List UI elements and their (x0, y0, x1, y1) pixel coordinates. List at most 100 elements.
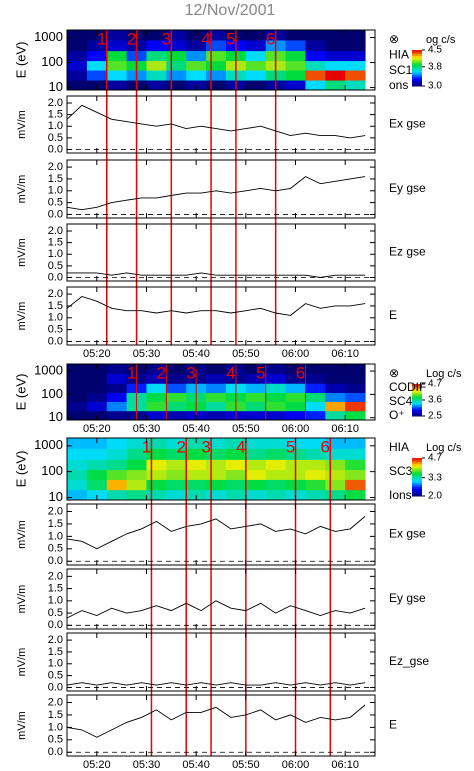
heatmap-cell (106, 469, 128, 480)
y-tick-label: 1.0 (48, 658, 63, 670)
y-tick-label: 10 (49, 489, 63, 504)
heatmap-cell (245, 459, 267, 471)
colorbar-step (412, 82, 422, 85)
heatmap-cell (325, 50, 346, 62)
y-tick-label: 1.5 (48, 582, 63, 594)
event-label: 2 (176, 437, 185, 456)
colorbar-step (412, 477, 422, 480)
heatmap-cell (106, 364, 128, 374)
heatmap-cell (265, 392, 287, 402)
x-tick-label: 05:30 (133, 759, 161, 771)
heatmap-cell (345, 410, 366, 421)
y-tick-label: 10 (49, 409, 63, 424)
y-axis-label: mV/m (16, 302, 28, 331)
heatmap-cell (265, 479, 287, 491)
colorbar-tick-label: 3.6 (428, 395, 442, 406)
colorbar-step (412, 401, 422, 404)
heatmap-cell (126, 469, 147, 480)
heatmap-cell (206, 448, 227, 460)
colorbar-step (412, 393, 422, 396)
heatmap-cell (67, 50, 88, 62)
colorbar-step (412, 465, 422, 468)
heatmap-cell (265, 469, 287, 480)
y-tick-label: 1000 (34, 437, 63, 452)
colorbar-tick-label: 3.3 (428, 472, 442, 483)
heatmap-cell (305, 448, 326, 460)
heatmap-cell (305, 39, 326, 52)
colorbar-step (412, 480, 422, 484)
heatmap-cell (305, 438, 326, 449)
colorbar-step (412, 494, 422, 497)
heatmap-cell (245, 410, 267, 421)
colorbar-step (412, 68, 422, 71)
heatmap-cell (325, 489, 346, 501)
heatmap-cell (325, 60, 346, 71)
y-tick-label: 2.0 (48, 634, 63, 646)
heatmap-cell (186, 39, 207, 52)
heatmap-cell (325, 401, 346, 412)
x-tick-label: 05:30 (133, 348, 161, 360)
colorbar-step (412, 73, 422, 76)
colorbar-step (412, 471, 422, 474)
y-tick-label: 1.5 (48, 109, 63, 121)
heatmap-cell (245, 479, 267, 491)
heatmap-cell (67, 410, 88, 421)
heatmap-cell (245, 383, 267, 394)
y-tick-label: 2.0 (48, 288, 63, 300)
x-tick-label: 05:20 (83, 423, 111, 435)
colorbar-step (412, 392, 422, 395)
heatmap-cell (206, 80, 227, 91)
heatmap-cell (86, 479, 108, 491)
heatmap-cell (166, 410, 187, 421)
y-tick-label: 0.5 (48, 670, 63, 682)
event-label: 5 (226, 29, 235, 48)
heatmap-cell (345, 60, 366, 71)
heatmap-cell (146, 410, 167, 421)
heatmap-cell (146, 448, 167, 460)
event-label: 2 (127, 29, 136, 48)
heatmap-cell (245, 80, 267, 91)
heatmap-cell (285, 70, 306, 81)
x-tick-label: 05:20 (83, 759, 111, 771)
heatmap-cell (186, 479, 207, 491)
heatmap-cell (86, 383, 108, 394)
y-tick-label: 0.5 (48, 543, 63, 555)
heatmap-cell (345, 30, 366, 41)
heatmap-cell (245, 401, 267, 412)
heatmap-cell (305, 70, 326, 81)
x-tick-label: 05:40 (182, 759, 210, 771)
heatmap-cell (245, 50, 267, 62)
colorbar-step (412, 473, 422, 476)
panel-label: Ez_gse (389, 654, 429, 668)
heatmap-cell (225, 448, 247, 460)
panel-frame (66, 286, 376, 346)
heatmap-cell (206, 70, 227, 81)
colorbar-step (412, 403, 422, 406)
heatmap-cell (146, 70, 167, 81)
y-axis-label: mV/m (16, 175, 28, 204)
heatmap-cell (206, 392, 227, 402)
y-tick-label: 0.5 (48, 260, 63, 272)
heatmap-cell (345, 401, 366, 412)
colorbar-step (412, 396, 422, 399)
heatmap-cell (67, 459, 88, 471)
heatmap-cell (345, 489, 366, 501)
heatmap-cell (285, 39, 306, 52)
heatmap-cell (67, 392, 88, 402)
heatmap-cell (106, 479, 128, 491)
heatmap-cell (166, 60, 187, 71)
heatmap-cell (166, 39, 187, 52)
panel-label: E (389, 308, 397, 322)
event-label: 1 (127, 363, 136, 382)
heatmap-cell (206, 489, 227, 501)
y-tick-label: 2.0 (48, 161, 63, 173)
heatmap-cell (67, 30, 88, 41)
heatmap-cell (305, 30, 326, 41)
colorbar-step (412, 387, 422, 390)
colorbar-step (412, 64, 422, 67)
heatmap-cell (325, 80, 346, 91)
data-line (66, 704, 366, 738)
heatmap-cell (225, 469, 247, 480)
heatmap-cell (305, 364, 326, 374)
